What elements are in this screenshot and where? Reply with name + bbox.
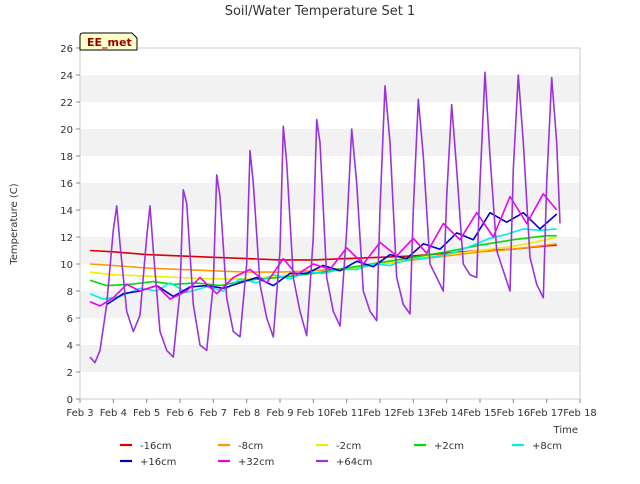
x-tick-label: Feb 3 bbox=[66, 408, 93, 419]
y-tick-label: 10 bbox=[60, 260, 73, 271]
x-tick-label: Feb 9 bbox=[266, 408, 293, 419]
station-badge: EE_met bbox=[79, 32, 138, 51]
legend-label: -2cm bbox=[336, 441, 361, 452]
y-tick-label: 22 bbox=[60, 98, 73, 109]
legend: -16cm -8cm -2cm +2cm +8cm +16cm +32cm +64cm bbox=[120, 441, 562, 468]
x-axis: Feb 3 Feb 4 Feb 5 Feb 6 Feb 7 Feb 8 Feb 9 Feb 1… bbox=[66, 399, 597, 419]
legend-label: +64cm bbox=[336, 457, 372, 468]
legend-item: +2cm bbox=[414, 441, 464, 452]
x-tick-label: Feb 17 bbox=[530, 408, 564, 419]
x-tick-label: Feb 16 bbox=[497, 408, 531, 419]
legend-item: +8cm bbox=[512, 441, 562, 452]
legend-item: +32cm bbox=[218, 457, 274, 468]
series-line bbox=[89, 228, 557, 300]
legend-item: -2cm bbox=[316, 441, 361, 452]
chart-title: Soil/Water Temperature Set 1 bbox=[225, 4, 416, 19]
series-lines bbox=[89, 71, 561, 364]
grid-band bbox=[80, 345, 580, 372]
legend-label: +16cm bbox=[140, 457, 176, 468]
x-tick-label: Feb 13 bbox=[397, 408, 431, 419]
grid-band bbox=[80, 183, 580, 210]
plot-frame bbox=[79, 47, 581, 400]
y-tick-label: 4 bbox=[67, 341, 73, 352]
x-tick-label: Feb 18 bbox=[563, 408, 597, 419]
x-axis-label: Time bbox=[553, 425, 578, 436]
legend-label: +2cm bbox=[434, 441, 464, 452]
grid-band bbox=[80, 129, 580, 156]
x-tick-label: Feb 7 bbox=[200, 408, 227, 419]
y-tick-label: 14 bbox=[60, 206, 73, 217]
y-tick-label: 24 bbox=[60, 71, 73, 82]
legend-label: +8cm bbox=[532, 441, 562, 452]
x-tick-label: Feb 10 bbox=[297, 408, 331, 419]
x-tick-label: Feb 6 bbox=[166, 408, 193, 419]
y-tick-label: 8 bbox=[67, 287, 73, 298]
y-tick-label: 20 bbox=[60, 125, 73, 136]
x-tick-label: Feb 4 bbox=[100, 408, 127, 419]
y-tick-label: 26 bbox=[60, 44, 73, 55]
y-tick-label: 2 bbox=[67, 368, 73, 379]
y-tick-label: 6 bbox=[67, 314, 73, 325]
badge-box bbox=[79, 32, 138, 51]
series-line bbox=[89, 71, 561, 364]
legend-label: -8cm bbox=[238, 441, 263, 452]
x-tick-label: Feb 15 bbox=[463, 408, 497, 419]
y-tick-label: 12 bbox=[60, 233, 73, 244]
legend-item: +64cm bbox=[316, 457, 372, 468]
grid-band bbox=[80, 75, 580, 102]
legend-item: -8cm bbox=[218, 441, 263, 452]
y-tick-label: 0 bbox=[67, 395, 73, 406]
legend-label: -16cm bbox=[140, 441, 172, 452]
x-tick-label: Feb 8 bbox=[233, 408, 260, 419]
x-tick-label: Feb 14 bbox=[430, 408, 464, 419]
y-tick-label: 18 bbox=[60, 152, 73, 163]
badge-label: EE_met bbox=[87, 36, 132, 49]
x-tick-label: Feb 5 bbox=[133, 408, 160, 419]
legend-item: +16cm bbox=[120, 457, 176, 468]
x-tick-label: Feb 12 bbox=[363, 408, 397, 419]
legend-label: +32cm bbox=[238, 457, 274, 468]
y-axis-label: Temperature (C) bbox=[9, 183, 20, 265]
x-tick-label: Feb 11 bbox=[330, 408, 364, 419]
legend-item: -16cm bbox=[120, 441, 172, 452]
y-tick-label: 16 bbox=[60, 179, 73, 190]
